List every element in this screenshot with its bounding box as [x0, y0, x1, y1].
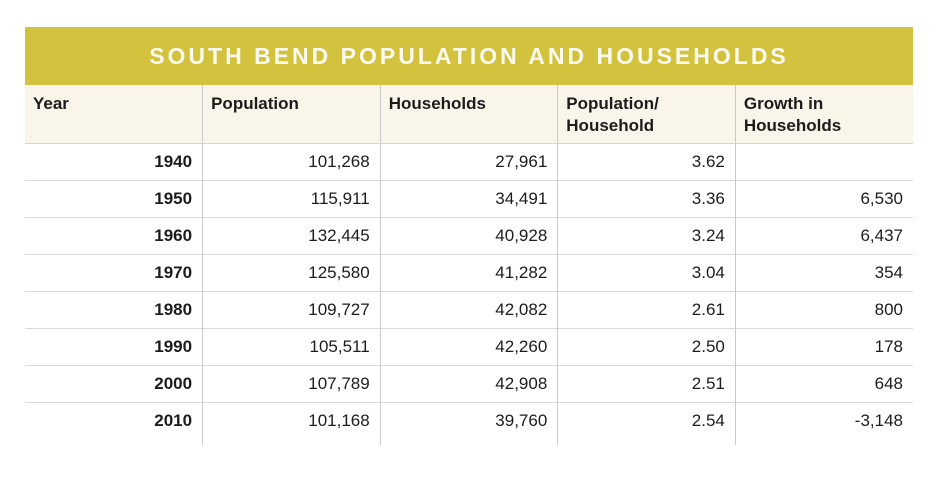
cell-population: 132,445: [202, 216, 381, 254]
cell-households: 41,282: [379, 253, 558, 291]
table-row-1970: 1970 125,580 41,282 3.04 354: [25, 253, 913, 291]
cell-households: 39,760: [379, 401, 558, 439]
cell-growth: 354: [734, 253, 913, 291]
col-header-population-per-household: Population/ Household: [557, 85, 736, 144]
cell-growth: 800: [734, 290, 913, 328]
table-row-1960: 1960 132,445 40,928 3.24 6,437: [25, 216, 913, 254]
cell-population-per-household: 3.24: [557, 216, 736, 254]
cell-population: 105,511: [202, 327, 381, 365]
cell-population: 101,268: [202, 143, 381, 180]
cell-households: 40,928: [379, 216, 558, 254]
col-header-growth-in-households: Growth in Households: [734, 85, 913, 144]
table-row-1950: 1950 115,911 34,491 3.36 6,530: [25, 179, 913, 217]
cell-year: 1950: [25, 179, 203, 217]
cell-population-per-household: 3.04: [557, 253, 736, 291]
col-header-year: Year: [25, 85, 203, 144]
cell-growth: 648: [734, 364, 913, 402]
cell-year: 1980: [25, 290, 203, 328]
table-header: Year Population Households Population/ H…: [25, 85, 913, 144]
cell-population: 101,168: [202, 401, 381, 439]
cell-year: 1960: [25, 216, 203, 254]
col-header-households: Households: [379, 85, 558, 144]
cell-households: 42,082: [379, 290, 558, 328]
cell-growth: 6,437: [734, 216, 913, 254]
cell-population-per-household: 3.62: [557, 143, 736, 180]
cell-population-per-household: 3.36: [557, 179, 736, 217]
table-bottom-divider-tail: [25, 439, 913, 445]
cell-households: 42,908: [379, 364, 558, 402]
cell-population: 125,580: [202, 253, 381, 291]
table-title-band: SOUTH BEND POPULATION AND HOUSEHOLDS: [25, 27, 913, 85]
cell-growth: 178: [734, 327, 913, 365]
cell-households: 42,260: [379, 327, 558, 365]
table-body: 1940 101,268 27,961 3.62 1950 115,911 34…: [25, 143, 913, 445]
table-title: SOUTH BEND POPULATION AND HOUSEHOLDS: [149, 42, 789, 69]
cell-growth: [734, 143, 913, 180]
cell-year: 2010: [25, 401, 203, 439]
cell-population-per-household: 2.61: [557, 290, 736, 328]
population-households-table-card: SOUTH BEND POPULATION AND HOUSEHOLDS Yea…: [25, 27, 913, 445]
col-header-population: Population: [202, 85, 381, 144]
cell-population: 115,911: [202, 179, 381, 217]
header-row: Year Population Households Population/ H…: [25, 85, 913, 144]
cell-households: 27,961: [379, 143, 558, 180]
cell-population: 107,789: [202, 364, 381, 402]
table-row-1980: 1980 109,727 42,082 2.61 800: [25, 290, 913, 328]
cell-year: 1970: [25, 253, 203, 291]
cell-year: 1940: [25, 143, 203, 180]
cell-population-per-household: 2.51: [557, 364, 736, 402]
cell-growth: -3,148: [734, 401, 913, 439]
cell-households: 34,491: [379, 179, 558, 217]
table-row-2000: 2000 107,789 42,908 2.51 648: [25, 364, 913, 402]
cell-year: 2000: [25, 364, 203, 402]
cell-growth: 6,530: [734, 179, 913, 217]
table-row-1990: 1990 105,511 42,260 2.50 178: [25, 327, 913, 365]
cell-year: 1990: [25, 327, 203, 365]
cell-population: 109,727: [202, 290, 381, 328]
table-row-1940: 1940 101,268 27,961 3.62: [25, 143, 913, 180]
cell-population-per-household: 2.50: [557, 327, 736, 365]
population-households-table: Year Population Households Population/ H…: [25, 85, 913, 445]
cell-population-per-household: 2.54: [557, 401, 736, 439]
table-row-2010: 2010 101,168 39,760 2.54 -3,148: [25, 401, 913, 439]
